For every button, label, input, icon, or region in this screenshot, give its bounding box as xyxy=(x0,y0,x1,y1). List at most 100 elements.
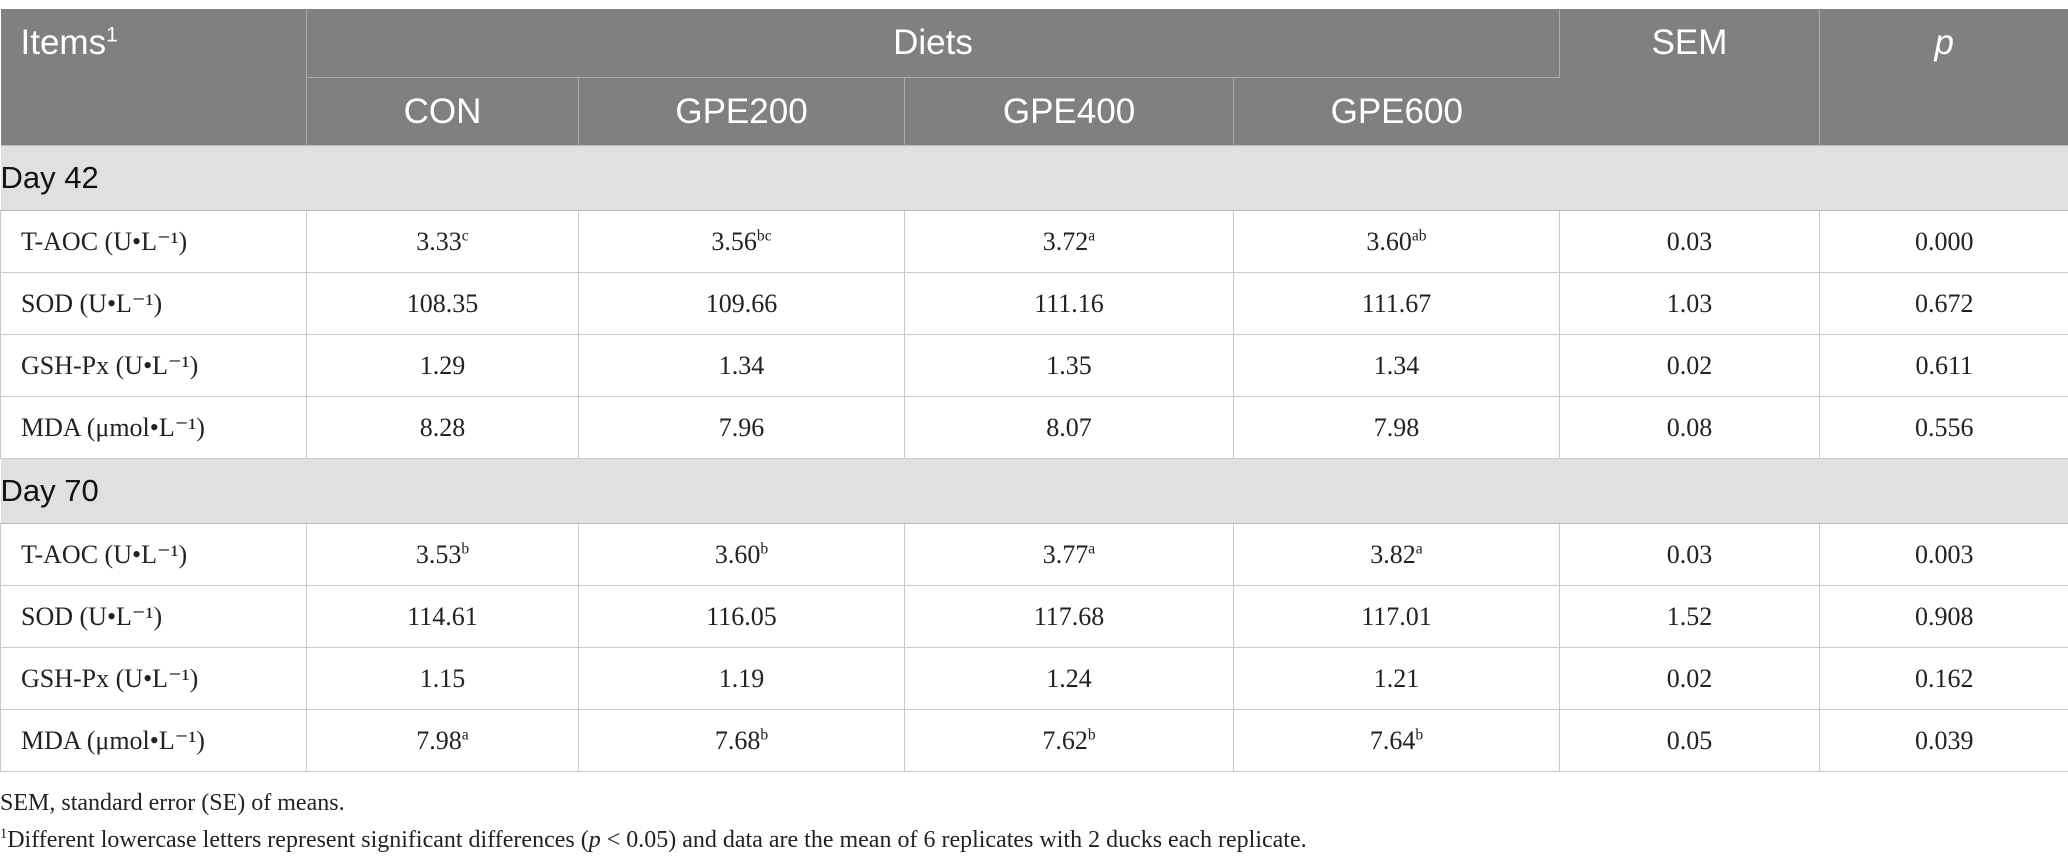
value-number: 117.01 xyxy=(1361,601,1432,631)
sem-cell: 0.02 xyxy=(1559,334,1820,397)
table-body: Day 42 T-AOC (U•L⁻¹) 3.33c 3.56bc 3.72a 3.60a… xyxy=(0,145,2068,772)
table-row: GSH-Px (U•L⁻¹) 1.29 1.34 1.35 1.34 0.02 0.611 xyxy=(0,334,2068,397)
p-value-cell: 0.672 xyxy=(1819,272,2068,335)
p-value-cell: 0.003 xyxy=(1819,523,2068,586)
value-cell: 7.62b xyxy=(904,709,1234,772)
significance-letter: a xyxy=(461,725,469,743)
value-cell: 114.61 xyxy=(306,585,579,648)
section-row: Day 42 xyxy=(0,145,2068,211)
significance-letter: a xyxy=(1088,539,1096,557)
sem-cell: 1.52 xyxy=(1559,585,1820,648)
p-value-cell: 0.039 xyxy=(1819,709,2068,772)
value-number: 117.68 xyxy=(1033,601,1105,631)
significance-letter: b xyxy=(1087,725,1096,743)
value-number: 1.21 xyxy=(1373,663,1420,693)
value-cell: 1.35 xyxy=(904,334,1234,397)
sem-cell: 0.05 xyxy=(1559,709,1820,772)
value-cell: 3.60ab xyxy=(1233,210,1560,273)
value-cell: 3.33c xyxy=(306,210,579,273)
value-number: 1.34 xyxy=(718,350,765,380)
significance-letter: bc xyxy=(756,226,772,244)
value-cell: 3.53b xyxy=(306,523,579,586)
header-items: Items1 xyxy=(0,9,307,146)
section-title: Day 70 xyxy=(0,458,2068,524)
value-cell: 7.64b xyxy=(1233,709,1560,772)
value-number: 111.67 xyxy=(1361,288,1432,318)
value-number: 7.62 xyxy=(1042,725,1088,755)
p-value-cell: 0.611 xyxy=(1819,334,2068,397)
value-cell: 3.77a xyxy=(904,523,1234,586)
value-cell: 3.56bc xyxy=(578,210,905,273)
row-label: SOD (U•L⁻¹) xyxy=(0,585,307,648)
value-cell: 3.82a xyxy=(1233,523,1560,586)
value-number: 109.66 xyxy=(705,288,778,318)
value-number: 1.15 xyxy=(419,663,466,693)
value-cell: 111.67 xyxy=(1233,272,1560,335)
p-value-cell: 0.000 xyxy=(1819,210,2068,273)
value-cell: 1.29 xyxy=(306,334,579,397)
value-cell: 1.19 xyxy=(578,647,905,710)
significance-letter: a xyxy=(1415,539,1423,557)
value-number: 3.72 xyxy=(1042,226,1089,256)
value-number: 8.28 xyxy=(419,412,466,442)
header-sem: SEM xyxy=(1559,9,1820,146)
section-row: Day 70 xyxy=(0,458,2068,524)
value-cell: 3.72a xyxy=(904,210,1234,273)
row-label: MDA (μmol•L⁻¹) xyxy=(0,709,307,772)
header-diet-gpe200: GPE200 xyxy=(578,77,905,146)
significance-letter: c xyxy=(461,226,469,244)
value-cell: 7.68b xyxy=(578,709,905,772)
footnote-1-marker: 1 xyxy=(0,826,8,842)
value-number: 3.33 xyxy=(416,226,462,256)
p-value-cell: 0.556 xyxy=(1819,396,2068,459)
significance-letter: b xyxy=(1415,725,1424,743)
table-row: T-AOC (U•L⁻¹) 3.33c 3.56bc 3.72a 3.60ab 0.03 0… xyxy=(0,210,2068,273)
sem-cell: 0.03 xyxy=(1559,210,1820,273)
value-number: 3.60 xyxy=(714,539,761,569)
value-number: 1.35 xyxy=(1046,350,1092,380)
value-cell: 7.98a xyxy=(306,709,579,772)
table-row: MDA (μmol•L⁻¹) 8.28 7.96 8.07 7.98 0.08 0.556 xyxy=(0,396,2068,459)
value-cell: 117.01 xyxy=(1233,585,1560,648)
value-number: 1.29 xyxy=(419,350,466,380)
header-p-label: p xyxy=(1934,23,1954,62)
value-cell: 7.96 xyxy=(578,396,905,459)
value-number: 7.98 xyxy=(416,725,462,755)
value-cell: 108.35 xyxy=(306,272,579,335)
value-number: 3.56 xyxy=(711,226,757,256)
row-label: GSH-Px (U•L⁻¹) xyxy=(0,647,307,710)
header-items-label: Items xyxy=(20,23,107,62)
value-number: 3.77 xyxy=(1042,539,1089,569)
footnote-1: 1Different lowercase letters represent s… xyxy=(0,827,1307,854)
header-diet-con: CON xyxy=(306,77,579,146)
significance-letter: b xyxy=(760,539,769,557)
footnote-sem: SEM, standard error (SE) of means. xyxy=(0,790,345,816)
value-cell: 111.16 xyxy=(904,272,1234,335)
significance-letter: a xyxy=(1088,226,1096,244)
header-items-footnote-marker: 1 xyxy=(106,23,118,47)
value-cell: 1.24 xyxy=(904,647,1234,710)
row-label: GSH-Px (U•L⁻¹) xyxy=(0,334,307,397)
value-number: 116.05 xyxy=(706,601,777,631)
value-number: 1.34 xyxy=(1373,350,1420,380)
sem-cell: 0.08 xyxy=(1559,396,1820,459)
row-label: T-AOC (U•L⁻¹) xyxy=(0,210,307,273)
sem-cell: 0.03 xyxy=(1559,523,1820,586)
value-number: 1.24 xyxy=(1046,663,1092,693)
table-row: SOD (U•L⁻¹) 108.35 109.66 111.16 111.67 1.03 0… xyxy=(0,272,2068,335)
value-number: 111.16 xyxy=(1034,288,1104,318)
value-number: 7.64 xyxy=(1369,725,1416,755)
table-row: T-AOC (U•L⁻¹) 3.53b 3.60b 3.77a 3.82a 0.03 0.0… xyxy=(0,523,2068,586)
sem-cell: 0.02 xyxy=(1559,647,1820,710)
value-number: 1.19 xyxy=(718,663,765,693)
header-p: p xyxy=(1819,9,2068,146)
row-label: MDA (μmol•L⁻¹) xyxy=(0,396,307,459)
value-cell: 3.60b xyxy=(578,523,905,586)
table-row: GSH-Px (U•L⁻¹) 1.15 1.19 1.24 1.21 0.02 0.162 xyxy=(0,647,2068,710)
value-number: 7.98 xyxy=(1373,412,1420,442)
value-number: 7.68 xyxy=(714,725,761,755)
value-number: 3.60 xyxy=(1366,226,1412,256)
value-cell: 1.34 xyxy=(578,334,905,397)
results-table-container: Items1 Diets SEM p CON GPE200 GPE400 GPE… xyxy=(0,9,2068,772)
sem-cell: 1.03 xyxy=(1559,272,1820,335)
